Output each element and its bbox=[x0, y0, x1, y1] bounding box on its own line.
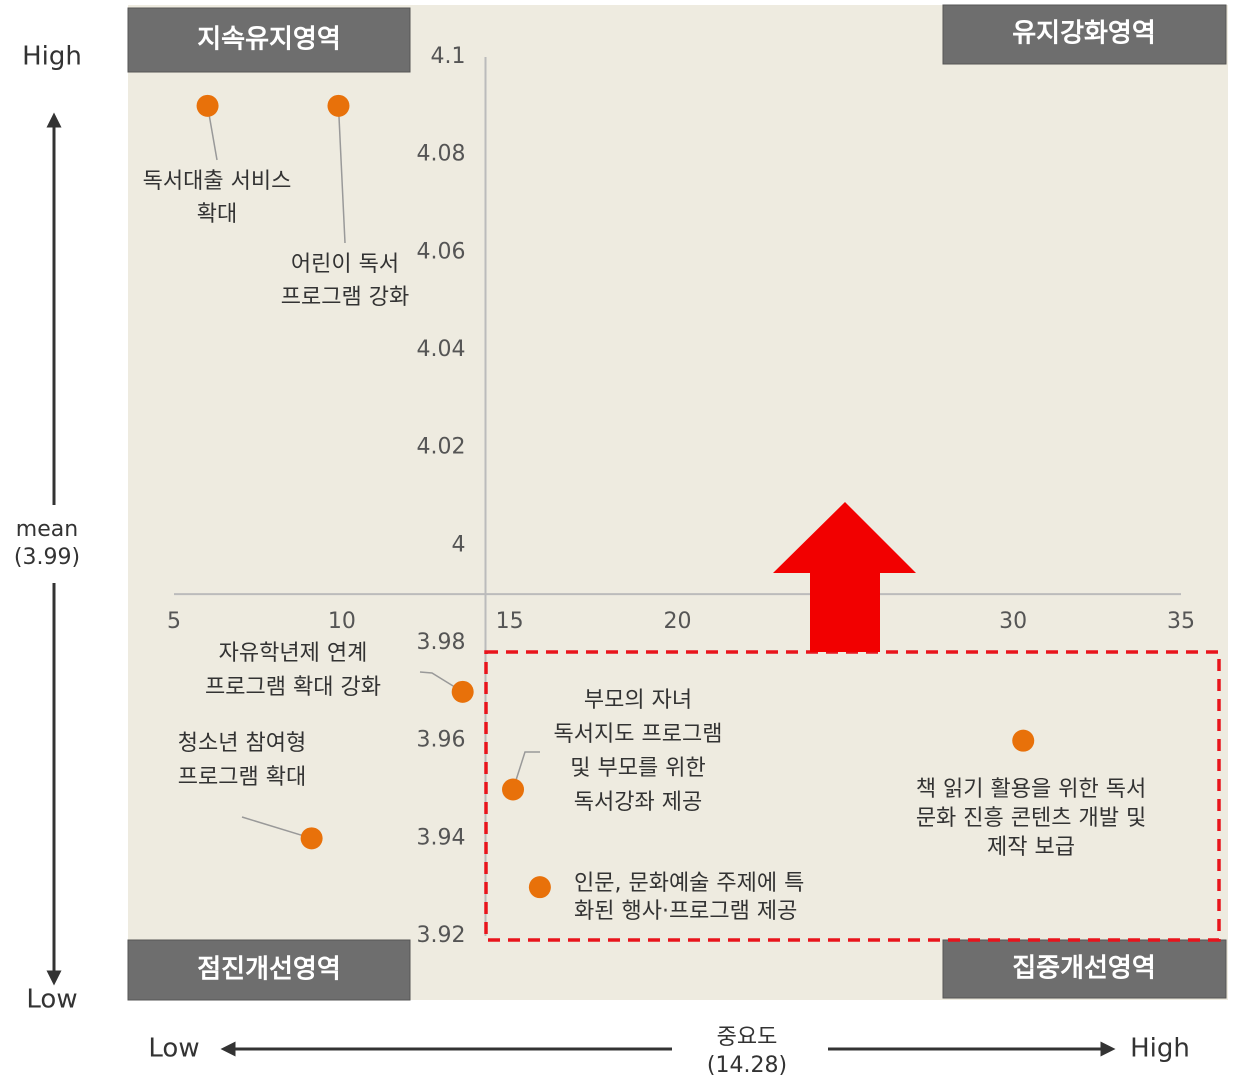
point-label: 및 부모를 위한 bbox=[570, 756, 705, 781]
x-tick-label: 30 bbox=[999, 609, 1027, 634]
quadrant-label: 점진개선영역 bbox=[197, 955, 341, 985]
y-tick-label: 4.02 bbox=[417, 435, 466, 460]
quadrant-label: 지속유지영역 bbox=[197, 25, 341, 55]
y-tick-label: 3.94 bbox=[417, 825, 466, 850]
quadrant-label: 유지강화영역 bbox=[1012, 19, 1156, 49]
x-title: 중요도 bbox=[717, 1025, 778, 1050]
point-label: 확대 bbox=[197, 202, 237, 227]
point-label: 자유학년제 연계 bbox=[219, 641, 368, 666]
point-label: 독서대출 서비스 bbox=[143, 169, 292, 194]
point bbox=[196, 94, 219, 117]
quadrant-box bbox=[942, 939, 1227, 999]
point-label: 어린이 독서 bbox=[291, 252, 399, 277]
point-label: 책 읽기 활용을 위한 독서 bbox=[916, 777, 1146, 802]
y-title: mean bbox=[16, 517, 78, 542]
point-label: 인문, 문화예술 주제에 특 bbox=[574, 871, 804, 896]
leader-line bbox=[337, 105, 346, 244]
x-tick-label: 5 bbox=[167, 609, 181, 634]
x-tick-label: 20 bbox=[664, 609, 692, 634]
point-label: 프로그램 확대 강화 bbox=[205, 675, 381, 700]
point bbox=[1012, 729, 1035, 752]
x-tick-label: 35 bbox=[1167, 609, 1195, 634]
leader-line bbox=[419, 671, 464, 693]
point-label: 문화 진흥 콘텐츠 개발 및 bbox=[916, 806, 1146, 831]
y-tick-label: 3.92 bbox=[417, 923, 466, 948]
point-label: 프로그램 강화 bbox=[281, 285, 409, 310]
x-low: Low bbox=[148, 1034, 199, 1064]
leader-line bbox=[241, 816, 312, 840]
y-tick-label: 4.08 bbox=[417, 142, 466, 167]
point-label: 부모의 자녀 bbox=[584, 688, 692, 713]
y-mean: (3.99) bbox=[14, 545, 80, 570]
y-tick-label: 3.96 bbox=[417, 728, 466, 753]
y-tick-label: 4.06 bbox=[417, 239, 466, 264]
quadrant-box bbox=[942, 4, 1227, 65]
point bbox=[300, 827, 323, 850]
y-high: High bbox=[22, 42, 82, 72]
point bbox=[502, 778, 525, 801]
x-mean: (14.28) bbox=[707, 1053, 787, 1078]
point bbox=[451, 680, 474, 703]
point-label: 독서지도 프로그램 bbox=[554, 722, 723, 747]
quadrant-box bbox=[127, 939, 411, 1001]
point-label: 화된 행사·프로그램 제공 bbox=[574, 899, 797, 924]
point bbox=[327, 94, 350, 117]
quadrant-box bbox=[127, 7, 411, 73]
leader-line bbox=[512, 751, 540, 790]
y-low: Low bbox=[26, 985, 77, 1015]
y-tick-label: 3.98 bbox=[417, 630, 466, 655]
point-label: 프로그램 확대 bbox=[178, 765, 306, 790]
quadrant-label: 집중개선영역 bbox=[1012, 954, 1156, 984]
point-label: 청소년 참여형 bbox=[178, 731, 306, 756]
point-label: 독서강좌 제공 bbox=[574, 790, 702, 815]
point-label: 제작 보급 bbox=[987, 835, 1075, 860]
y-tick-label: 4.1 bbox=[430, 44, 465, 69]
x-tick-label: 10 bbox=[328, 609, 356, 634]
up-arrow bbox=[773, 502, 916, 652]
x-high: High bbox=[1130, 1034, 1190, 1064]
x-tick-label: 15 bbox=[496, 609, 524, 634]
point bbox=[528, 876, 551, 899]
y-tick-label: 4.04 bbox=[417, 337, 466, 362]
y-tick-label: 4 bbox=[451, 532, 465, 557]
